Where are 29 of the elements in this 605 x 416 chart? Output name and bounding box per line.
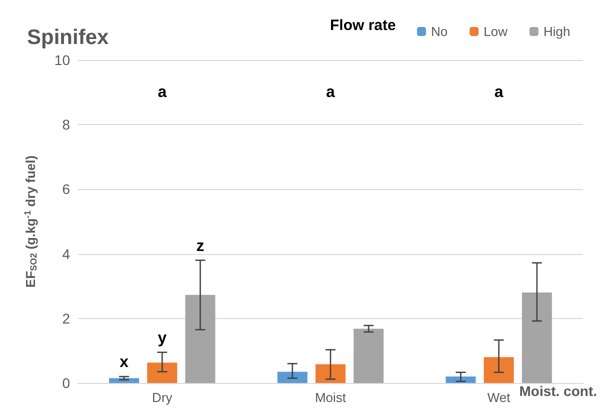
bar [522, 292, 552, 383]
y-tick-label: 8 [62, 116, 70, 133]
annotation: y [158, 330, 167, 347]
bar [354, 328, 384, 383]
bar [484, 357, 514, 383]
x-axis-title: Moist. cont. [519, 383, 598, 399]
legend-label: No [431, 24, 448, 39]
annotation: a [326, 84, 336, 101]
annotation: a [158, 84, 167, 101]
y-tick-label: 4 [62, 246, 70, 262]
x-tick-label: Wet [487, 390, 511, 405]
y-tick-label: 10 [54, 52, 70, 68]
annotation: z [196, 238, 204, 255]
y-tick-label: 2 [62, 310, 70, 326]
y-axis-title: EFSO2 (g.kg-1 dry fuel) [22, 155, 38, 288]
bar [185, 294, 216, 383]
x-tick-label: Dry [152, 390, 173, 405]
y-tick-label: 6 [62, 181, 70, 198]
annotation: x [120, 354, 129, 372]
bar [316, 364, 346, 383]
annotation: a [494, 84, 504, 101]
legend-label: High [543, 24, 570, 39]
legend-title: Flow rate [330, 17, 396, 34]
bar [277, 372, 308, 383]
legend-label: Low [484, 24, 508, 39]
chart-title: Spinifex [27, 26, 110, 49]
y-tick-label: 0 [62, 375, 70, 391]
x-tick-label: Moist [314, 390, 346, 405]
bar [147, 362, 178, 383]
